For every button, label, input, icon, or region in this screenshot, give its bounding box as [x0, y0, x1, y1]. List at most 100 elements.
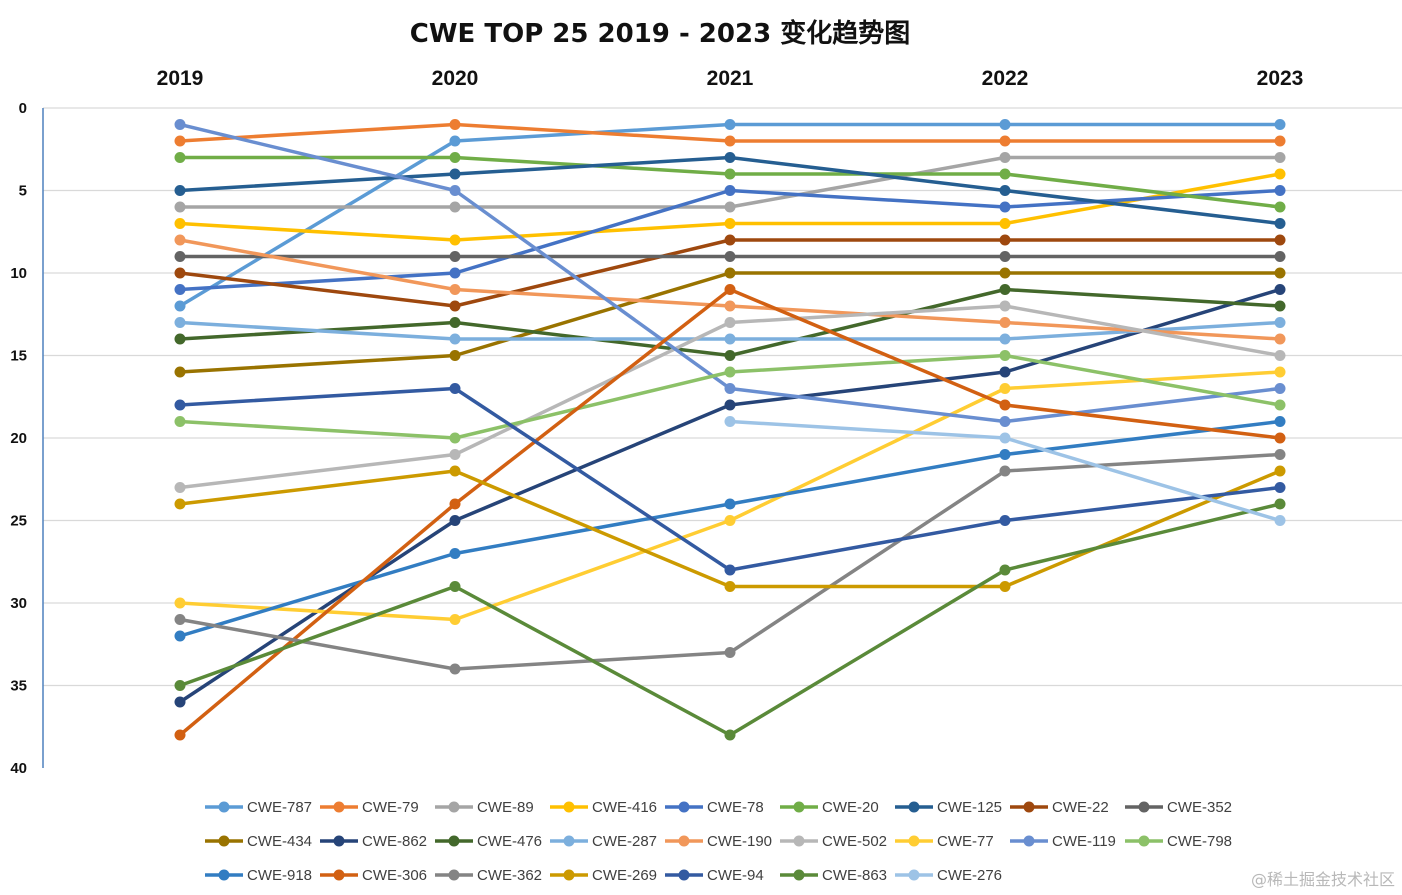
legend-swatch-marker — [1138, 801, 1150, 813]
series-cwe-434 — [174, 267, 1286, 378]
series-line-cwe-362 — [178, 452, 1282, 671]
data-point — [1274, 383, 1286, 394]
legend-label: CWE-798 — [1167, 833, 1232, 850]
series-cwe-476 — [174, 284, 1286, 361]
data-point — [1274, 399, 1286, 411]
legend-item-cwe-352: CWE-352 — [1125, 799, 1232, 816]
series-cwe-77 — [174, 366, 1286, 625]
data-point — [999, 581, 1011, 592]
series-cwe-190 — [174, 234, 1286, 345]
series-cwe-125 — [174, 152, 1286, 229]
data-point — [174, 630, 186, 642]
series-cwe-862 — [174, 284, 1286, 708]
data-point — [1274, 432, 1286, 444]
data-point — [724, 119, 736, 130]
data-point — [449, 432, 461, 444]
data-point — [1274, 465, 1286, 477]
legend-label: CWE-476 — [477, 833, 542, 850]
data-point — [174, 218, 186, 229]
legend-label: CWE-190 — [707, 833, 772, 850]
data-point — [1274, 515, 1286, 526]
data-point — [999, 383, 1011, 394]
legend-swatch-marker — [678, 869, 690, 881]
data-point — [999, 366, 1011, 378]
legend-swatch-marker — [563, 869, 575, 881]
data-point — [724, 135, 736, 147]
legend-swatch-marker — [908, 835, 920, 847]
data-point — [1274, 317, 1286, 328]
data-point — [724, 317, 736, 328]
legend-swatch-marker — [793, 835, 805, 847]
data-point — [999, 267, 1011, 279]
series-cwe-306 — [174, 284, 1286, 741]
legend-item-cwe-119: CWE-119 — [1010, 833, 1116, 850]
legend-swatch-marker — [793, 869, 805, 881]
data-point — [1274, 366, 1286, 378]
data-point — [999, 449, 1011, 460]
data-point — [449, 663, 461, 675]
data-point — [174, 399, 186, 411]
y-tick-label: 35 — [10, 678, 27, 695]
data-point — [174, 185, 186, 196]
data-point — [449, 234, 461, 246]
series-cwe-362 — [174, 449, 1286, 675]
data-point — [174, 729, 186, 741]
data-point — [1274, 168, 1286, 180]
data-point — [724, 647, 736, 658]
legend: CWE-787 CWE-79 CWE-89 CWE-416 CWE-78 CWE-20 CW… — [205, 799, 1232, 884]
x-tick-label-2019: 2019 — [157, 67, 204, 90]
data-point — [999, 152, 1011, 163]
data-point — [1274, 218, 1286, 229]
data-point — [999, 300, 1011, 312]
series-cwe-798 — [174, 350, 1286, 444]
x-tick-label-2023: 2023 — [1257, 67, 1304, 90]
y-tick-label: 15 — [10, 348, 27, 365]
data-point — [174, 300, 186, 312]
data-point — [174, 416, 186, 427]
legend-label: CWE-416 — [592, 799, 657, 816]
legend-item-cwe-78: CWE-78 — [665, 799, 764, 816]
data-point — [724, 234, 736, 246]
data-point — [724, 498, 736, 510]
data-point — [1274, 119, 1286, 130]
data-point — [999, 218, 1011, 229]
y-axis-tick-labels: 0 5 10 15 20 25 30 35 40 — [10, 100, 27, 777]
data-point — [174, 152, 186, 163]
data-point — [1274, 234, 1286, 246]
series-cwe-287 — [174, 317, 1286, 345]
legend-swatch-marker — [563, 801, 575, 813]
legend-item-cwe-798: CWE-798 — [1125, 833, 1232, 850]
y-tick-label: 0 — [19, 100, 27, 117]
data-point — [724, 152, 736, 163]
data-point — [449, 465, 461, 477]
legend-swatch-marker — [333, 869, 345, 881]
legend-item-cwe-416: CWE-416 — [550, 799, 657, 816]
legend-item-cwe-862: CWE-862 — [320, 833, 427, 850]
legend-item-cwe-269: CWE-269 — [550, 867, 657, 884]
series-cwe-89 — [174, 152, 1286, 213]
legend-label: CWE-362 — [477, 867, 542, 884]
legend-item-cwe-287: CWE-287 — [550, 833, 657, 850]
data-point — [1274, 482, 1286, 493]
y-tick-label: 20 — [10, 430, 27, 447]
legend-label: CWE-79 — [362, 799, 419, 816]
legend-swatch-marker — [1023, 835, 1035, 847]
data-point — [174, 680, 186, 691]
data-point — [999, 350, 1011, 361]
data-point — [174, 482, 186, 493]
data-point — [999, 135, 1011, 147]
data-point — [724, 251, 736, 262]
series-line-cwe-918 — [178, 419, 1282, 638]
data-point — [449, 350, 461, 361]
data-point — [449, 317, 461, 328]
data-point — [724, 564, 736, 576]
data-point — [174, 333, 186, 345]
series-cwe-79 — [174, 119, 1286, 147]
data-point — [449, 548, 461, 559]
series-cwe-276 — [724, 416, 1286, 526]
data-point — [174, 234, 186, 246]
legend-swatch-marker — [448, 801, 460, 813]
legend-item-cwe-306: CWE-306 — [320, 867, 427, 884]
legend-label: CWE-269 — [592, 867, 657, 884]
